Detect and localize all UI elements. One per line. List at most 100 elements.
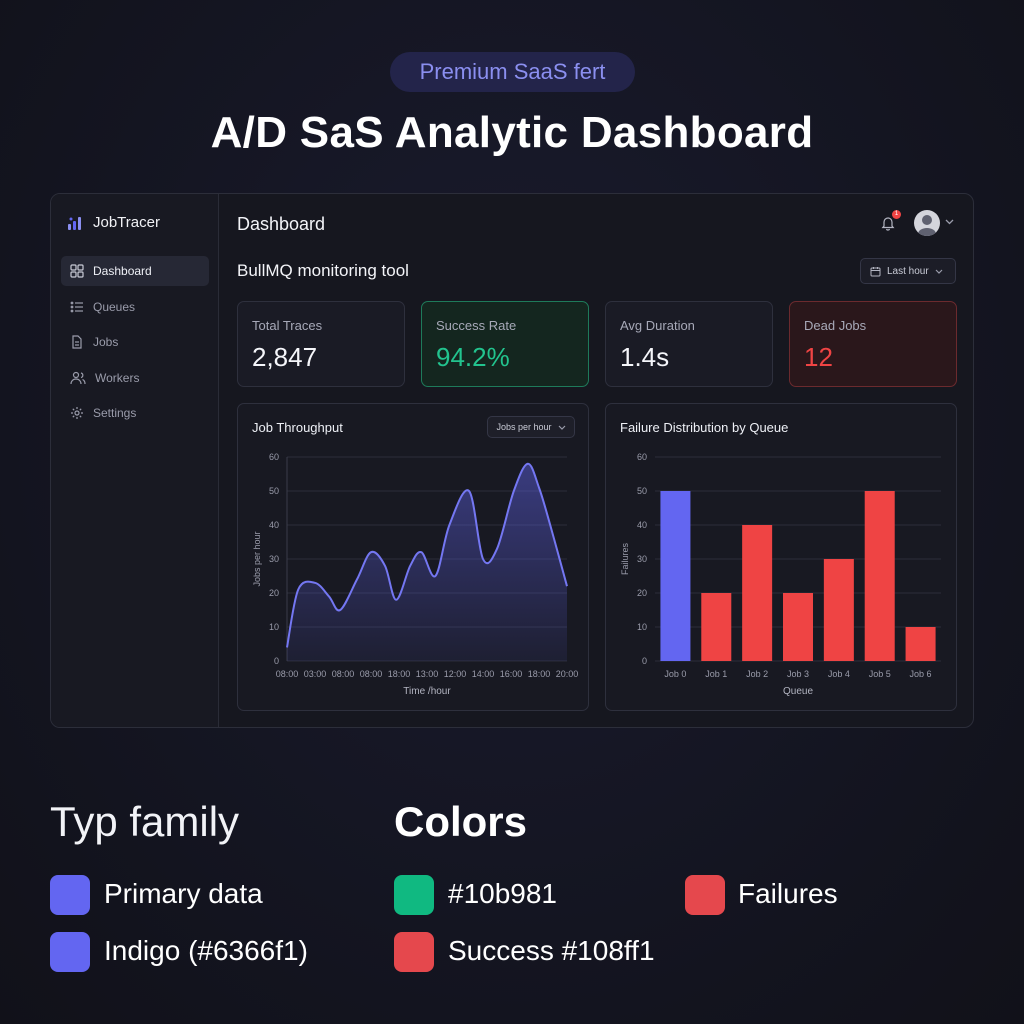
time-range-select[interactable]: Last hour xyxy=(860,258,956,284)
colors-heading: Colors xyxy=(394,798,528,845)
x-tick-label: 12:00 xyxy=(444,669,467,679)
kpi-value: 2,847 xyxy=(252,342,318,372)
brand[interactable]: JobTracer xyxy=(67,214,160,231)
nav-item-dashboard[interactable]: Dashboard xyxy=(61,256,209,286)
color-swatch xyxy=(50,875,90,915)
y-tick-label: 10 xyxy=(637,622,647,632)
calendar-icon xyxy=(870,266,881,276)
series-line xyxy=(286,462,568,648)
kpi-value: 1.4s xyxy=(620,342,670,372)
nav-item-queues[interactable]: Queues xyxy=(61,292,209,322)
x-tick-label: 08:00 xyxy=(360,669,383,679)
x-tick-label: 18:00 xyxy=(388,669,411,679)
bell-icon[interactable] xyxy=(880,215,896,231)
color-swatch xyxy=(394,932,434,972)
chart-title: Failure Distribution by Queue xyxy=(620,420,789,435)
metric-select[interactable]: Jobs per hour xyxy=(487,416,575,438)
swatch-label: Primary data xyxy=(104,878,263,909)
kpi-value: 12 xyxy=(804,342,833,372)
x-tick-label: 13:00 xyxy=(416,669,439,679)
main-content: Dashboard 1 BullMQ monitoring tool Last … xyxy=(220,194,973,727)
nav-item-workers[interactable]: Workers xyxy=(61,363,209,393)
x-tick-label: 03:00 xyxy=(304,669,327,679)
throughput-card: 0 10 20 30 40 50 60 08:00 03:00 08:00 08:00 18:00 13… xyxy=(237,403,589,711)
bar xyxy=(660,491,691,661)
app-window: JobTracer Dashboard Queues Jobs xyxy=(50,193,974,728)
swatch-label: Indigo (#6366f1) xyxy=(104,935,308,966)
bar xyxy=(905,627,936,661)
nav-label: Workers xyxy=(95,371,140,385)
color-swatch xyxy=(50,932,90,972)
y-tick-label: 20 xyxy=(637,588,647,598)
y-tick-label: 40 xyxy=(637,520,647,530)
x-tick-label: Job 3 xyxy=(787,669,809,679)
nav-label: Dashboard xyxy=(93,264,152,278)
notification-badge: 1 xyxy=(892,210,901,219)
y-tick-label: 60 xyxy=(269,452,279,462)
time-range-value: Last hour xyxy=(887,265,929,277)
gear-icon xyxy=(71,407,83,419)
chevron-down-icon xyxy=(558,425,565,430)
swatch-label: #10b981 xyxy=(448,878,558,909)
y-tick-label: 30 xyxy=(269,554,279,564)
avatar[interactable] xyxy=(914,210,940,236)
y-tick-label: 10 xyxy=(269,622,279,632)
type-family-heading: Typ family xyxy=(50,798,240,845)
x-tick-label: Job 1 xyxy=(705,669,727,679)
failure-chart: 0 10 20 30 40 50 60 Job 0 Job 1 Job 2 Job 3 Job 4 Jo… xyxy=(620,452,941,697)
chart-title: Job Throughput xyxy=(252,420,343,435)
x-tick-label: Job 4 xyxy=(828,669,850,679)
nav-label: Jobs xyxy=(93,335,119,349)
brand-name: JobTracer xyxy=(93,214,160,231)
page-title: Dashboard xyxy=(237,214,326,234)
nav-label: Queues xyxy=(93,300,136,314)
swatch-label: Success #108ff1 xyxy=(448,935,655,966)
failure-card: 0 10 20 30 40 50 60 Job 0 Job 1 Job 2 Job 3 Job 4 Jo… xyxy=(605,403,957,711)
x-tick-label: Job 2 xyxy=(746,669,768,679)
nav-item-jobs[interactable]: Jobs xyxy=(61,327,209,357)
hero-title: A/D SaS Analytic Dashboard xyxy=(210,108,814,157)
y-axis-label: Jobs per hour xyxy=(252,531,262,586)
color-swatch xyxy=(685,875,725,915)
sidebar: JobTracer Dashboard Queues Jobs xyxy=(51,194,219,727)
kpi-dead-jobs: Dead Jobs 12 xyxy=(789,301,957,387)
bar xyxy=(701,593,732,661)
x-tick-label: 14:00 xyxy=(472,669,495,679)
kpi-label: Total Traces xyxy=(252,318,323,333)
kpi-label: Avg Duration xyxy=(620,318,695,333)
throughput-chart: 0 10 20 30 40 50 60 08:00 03:00 08:00 08:00 18:00 13… xyxy=(252,452,579,697)
section-title: BullMQ monitoring tool xyxy=(237,261,409,280)
bar xyxy=(783,593,813,661)
kpi-total-traces: Total Traces 2,847 xyxy=(237,301,405,387)
chevron-down-icon xyxy=(935,269,943,274)
user-icon xyxy=(918,215,936,236)
x-tick-label: 08:00 xyxy=(276,669,299,679)
metric-select-value: Jobs per hour xyxy=(496,422,552,432)
x-axis-label: Queue xyxy=(783,686,813,697)
x-tick-label: 20:00 xyxy=(556,669,579,679)
color-swatch xyxy=(394,875,434,915)
x-tick-label: 08:00 xyxy=(332,669,355,679)
y-tick-label: 60 xyxy=(637,452,647,462)
file-icon xyxy=(72,335,82,349)
chevron-down-icon[interactable] xyxy=(945,219,954,225)
kpi-value: 94.2% xyxy=(436,342,510,372)
kpi-avg-duration: Avg Duration 1.4s xyxy=(605,301,773,387)
nav-label: Settings xyxy=(93,406,137,420)
bar xyxy=(742,525,773,661)
x-tick-label: Job 0 xyxy=(664,669,686,679)
y-tick-label: 20 xyxy=(269,588,279,598)
swatch-label: Failures xyxy=(738,878,838,909)
x-tick-label: Job 5 xyxy=(869,669,891,679)
kpi-label: Dead Jobs xyxy=(804,318,867,333)
users-icon xyxy=(70,371,86,385)
logo-icon xyxy=(68,216,81,230)
area-fill xyxy=(287,463,567,661)
y-tick-label: 50 xyxy=(637,486,647,496)
y-tick-label: 0 xyxy=(642,656,647,666)
y-tick-label: 40 xyxy=(269,520,279,530)
hero-badge: Premium SaaS fert xyxy=(390,52,635,92)
grid-icon xyxy=(70,264,84,278)
x-tick-label: 16:00 xyxy=(500,669,523,679)
nav-item-settings[interactable]: Settings xyxy=(61,398,209,428)
